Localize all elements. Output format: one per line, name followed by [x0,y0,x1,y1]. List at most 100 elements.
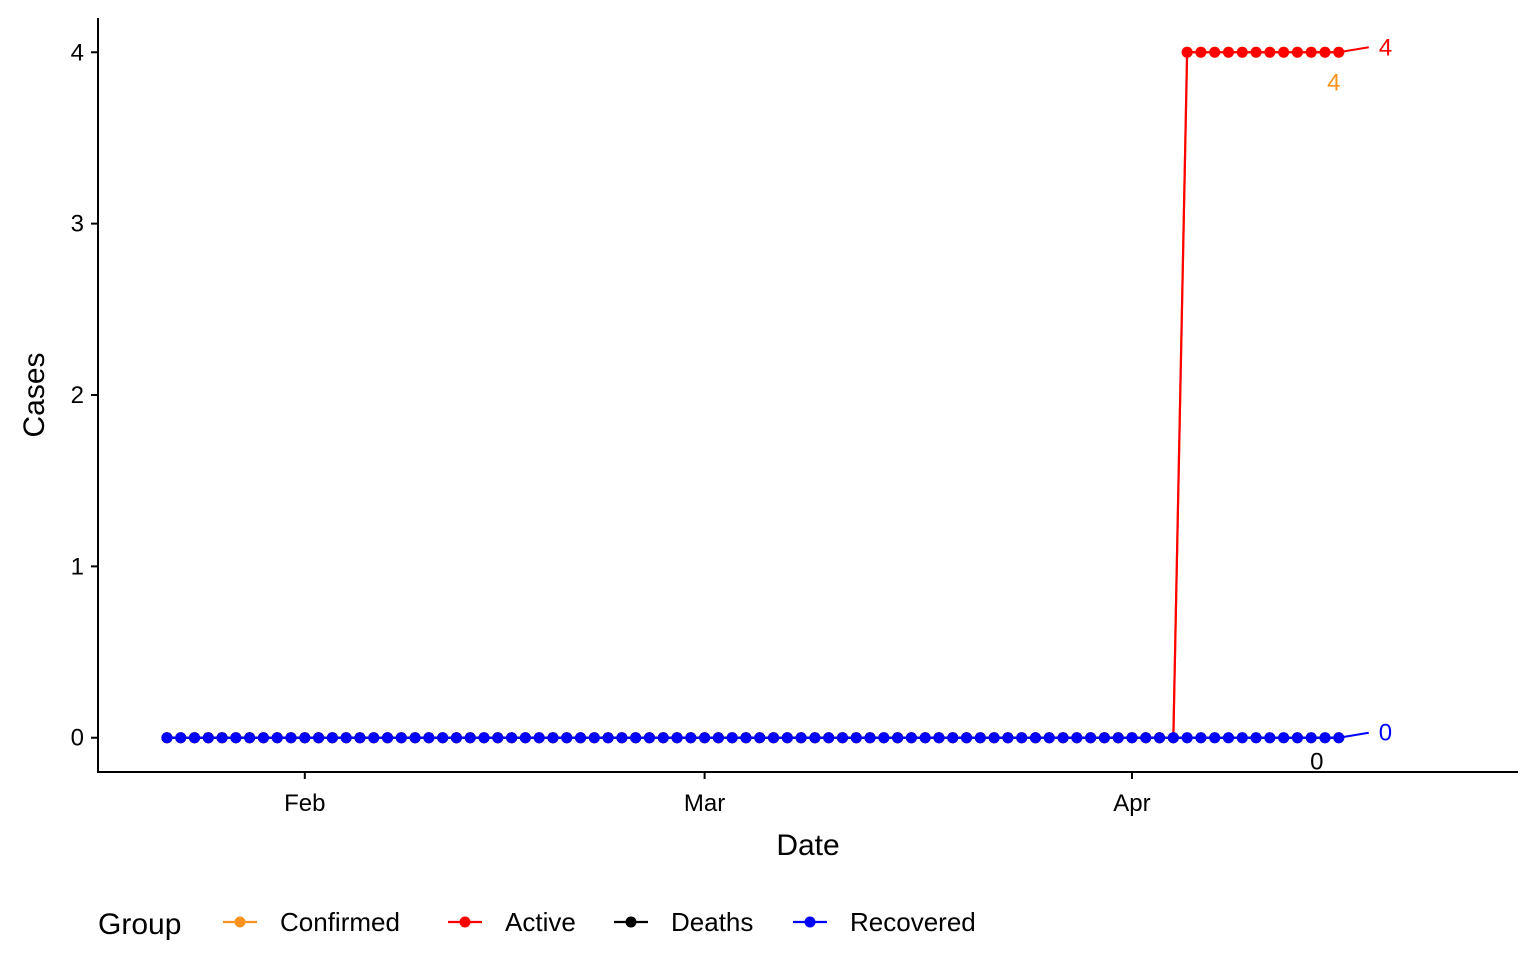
data-point-active [1264,46,1276,58]
data-point-recovered [657,732,669,744]
data-point-recovered [892,732,904,744]
end-label-confirmed: 4 [1327,69,1340,96]
data-point-active [1195,46,1207,58]
data-point-recovered [464,732,476,744]
legend-key-point-confirmed [234,916,246,928]
data-point-recovered [1071,732,1083,744]
y-tick-label: 1 [71,553,84,580]
data-point-recovered [988,732,1000,744]
data-point-recovered [257,732,269,744]
data-point-recovered [216,732,228,744]
data-point-recovered [671,732,683,744]
y-ticks: 0 1 2 3 4 [71,39,98,752]
data-point-recovered [161,732,173,744]
end-label-leader-active [1338,46,1369,54]
data-point-recovered [575,732,587,744]
data-point-recovered [1278,732,1290,744]
data-point-recovered [368,732,380,744]
data-point-active [1305,46,1317,58]
data-point-recovered [1057,732,1069,744]
data-point-recovered [1222,732,1234,744]
legend-title: Group [98,908,181,941]
data-point-recovered [823,732,835,744]
data-point-recovered [905,732,917,744]
data-point-active [1291,46,1303,58]
data-point-recovered [947,732,959,744]
legend: Group Confirmed Active Deaths Recovered [98,907,976,941]
data-point-recovered [1112,732,1124,744]
data-point-recovered [616,732,628,744]
data-point-recovered [1043,732,1055,744]
data-point-recovered [864,732,876,744]
end-label-recovered: 0 [1379,720,1392,747]
data-point-active [1222,46,1234,58]
data-point-recovered [961,732,973,744]
data-point-recovered [809,732,821,744]
legend-key-point-deaths [625,916,637,928]
data-point-recovered [354,732,366,744]
y-tick-label: 4 [71,39,84,66]
y-axis-title: Cases [18,352,51,437]
data-point-recovered [244,732,256,744]
data-point-recovered [878,732,890,744]
y-tick-label: 0 [71,725,84,752]
data-point-recovered [726,732,738,744]
data-point-active [1319,46,1331,58]
series-active [161,46,1345,744]
data-point-recovered [1209,732,1221,744]
data-point-recovered [740,732,752,744]
data-point-recovered [1029,732,1041,744]
series-recovered [161,732,1345,744]
data-point-recovered [1016,732,1028,744]
data-point-recovered [189,732,201,744]
legend-label-deaths: Deaths [671,907,753,937]
legend-label-recovered: Recovered [850,907,976,937]
data-point-active [1209,46,1221,58]
y-tick-label: 2 [71,382,84,409]
data-point-recovered [450,732,462,744]
data-point-recovered [712,732,724,744]
data-point-recovered [1140,732,1152,744]
end-label-active: 4 [1379,34,1392,61]
data-point-recovered [699,732,711,744]
data-point-recovered [1098,732,1110,744]
series-line-confirmed [166,51,1339,739]
data-point-recovered [230,732,242,744]
data-point-recovered [202,732,214,744]
x-tick-label: Mar [684,790,725,817]
series-layer [161,46,1345,744]
data-point-recovered [1319,732,1331,744]
data-point-recovered [1002,732,1014,744]
data-point-recovered [768,732,780,744]
y-tick-label: 3 [71,211,84,238]
data-point-recovered [630,732,642,744]
data-point-recovered [643,732,655,744]
data-point-recovered [1085,732,1097,744]
data-point-recovered [754,732,766,744]
data-point-recovered [285,732,297,744]
data-point-recovered [850,732,862,744]
data-point-recovered [561,732,573,744]
series-line-active [166,51,1339,739]
data-point-recovered [409,732,421,744]
data-point-recovered [519,732,531,744]
data-point-recovered [1195,732,1207,744]
data-point-recovered [1250,732,1262,744]
data-point-recovered [313,732,325,744]
data-point-recovered [1236,732,1248,744]
data-point-active [1278,46,1290,58]
data-point-recovered [588,732,600,744]
data-point-recovered [395,732,407,744]
data-point-recovered [423,732,435,744]
data-point-recovered [1305,732,1317,744]
x-tick-label: Apr [1113,790,1150,817]
data-point-recovered [533,732,545,744]
data-point-recovered [547,732,559,744]
legend-label-confirmed: Confirmed [280,907,400,937]
x-ticks: Feb Mar Apr [284,772,1151,817]
series-confirmed [161,46,1345,744]
data-point-recovered [602,732,614,744]
x-tick-label: Feb [284,790,325,817]
data-point-active [1250,46,1262,58]
